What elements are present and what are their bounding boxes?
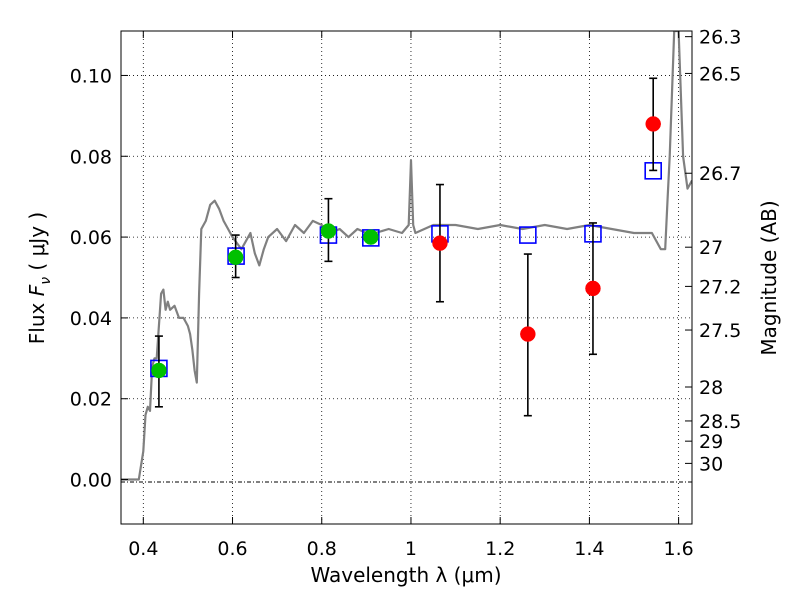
x-tick-label: 0.8 [307,538,337,560]
y2-tick-label: 27.5 [699,320,741,342]
axis-ticks: 0.4 0.6 0.8 1 1.2 1.4 1.6 0.00 0.02 0.04 0.06 0.08 0… [70,27,742,560]
y-tick-label: 0.06 [70,227,112,249]
x-tick-label: 1.2 [485,538,515,560]
x-tick-label: 0.6 [217,538,247,560]
observed-flux-point [432,235,448,251]
observed-flux-point [320,223,337,239]
observed-flux-point [151,362,167,379]
y2-tick-label: 27.2 [699,276,741,298]
observed-flux-point [227,249,244,266]
observed-flux-point [363,229,379,245]
grid [121,31,692,524]
y-tick-label: 0.02 [70,389,112,411]
x-tick-label: 1.6 [664,538,694,560]
y2-tick-label: 29 [699,431,723,453]
y2-tick-label: 26.5 [699,63,741,85]
data-series [121,31,692,481]
plot-frame [120,30,693,525]
observed-flux-point [585,280,601,297]
y2-axis-label: Magnitude (AB) [757,200,781,355]
x-tick-label: 1.4 [574,538,604,560]
y2-tick-label: 26.7 [699,163,741,185]
y2-tick-label: 27 [699,237,723,259]
y2-tick-label: 30 [699,453,723,475]
y-tick-label: 0.04 [70,308,112,330]
y-tick-label: 0.00 [70,470,112,492]
observed-flux-point [645,116,661,132]
model-photometry-square [519,226,537,244]
y2-tick-label: 28 [699,377,723,399]
y-tick-label: 0.10 [70,65,112,87]
x-tick-label: 1 [405,538,417,560]
y2-tick-label: 26.3 [699,27,741,49]
y-axis-label: Flux Fν ( μJy ) [25,212,54,344]
sed-model-line [121,31,692,481]
x-tick-label: 0.4 [128,538,158,560]
observed-flux-point [520,326,536,342]
y2-tick-label: 28.5 [699,411,741,433]
x-axis-label: Wavelength λ (μm) [310,563,501,587]
y-tick-label: 0.08 [70,146,112,168]
